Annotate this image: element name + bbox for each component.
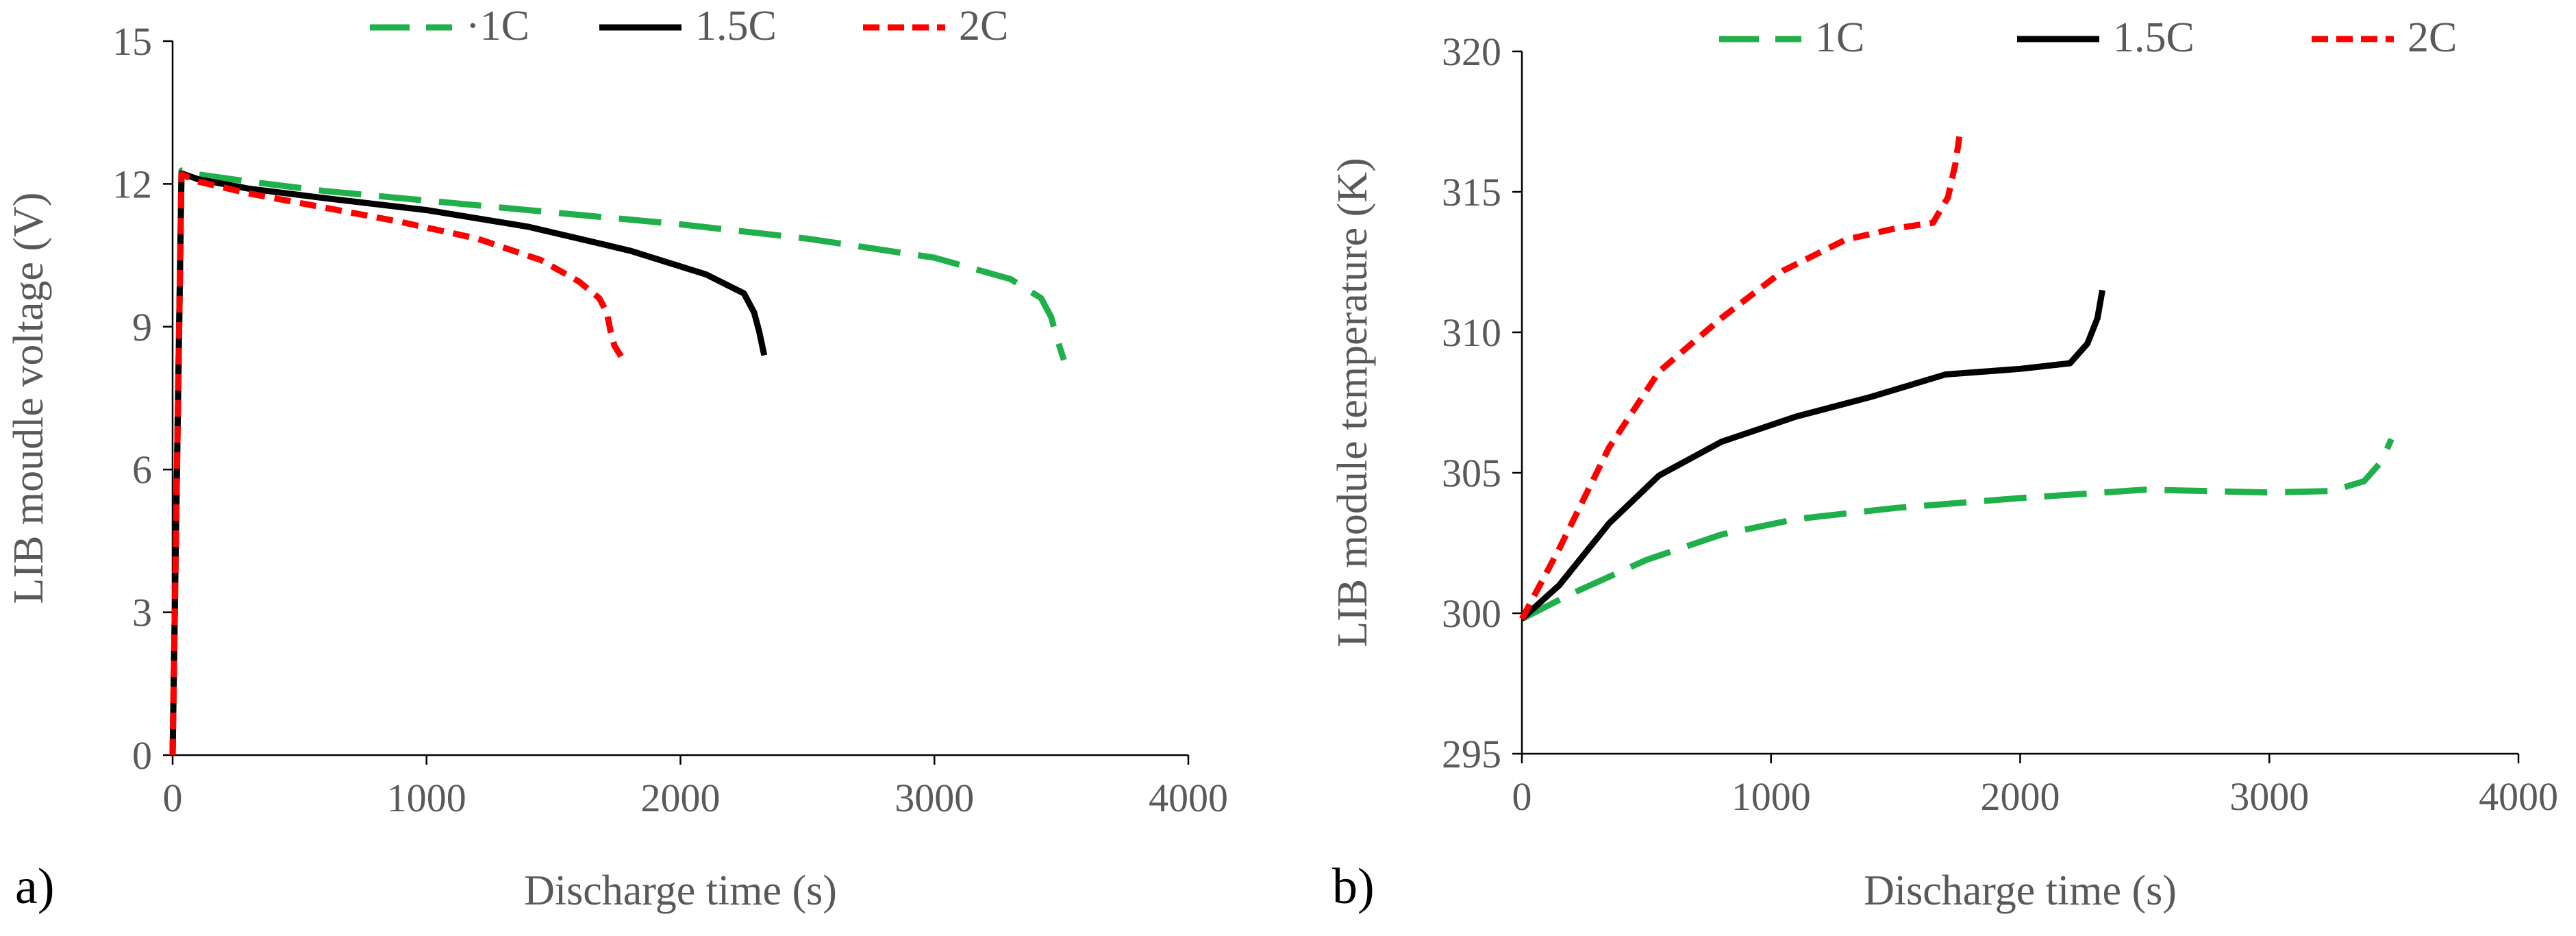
legend-label-2C: 2C bbox=[2408, 14, 2457, 61]
x-tick-label: 0 bbox=[1512, 774, 1532, 819]
legend-label-1-5C: 1.5C bbox=[2113, 14, 2194, 61]
x-tick-label: 1000 bbox=[387, 776, 466, 820]
y-tick-label: 0 bbox=[132, 733, 152, 778]
y-tick-label: 9 bbox=[132, 305, 152, 349]
x-axis-title: Discharge time (s) bbox=[524, 867, 837, 914]
chart-panel-2: 295 300 305 310 315 320 0 1000 2000 3000 4000 Disch… bbox=[1329, 14, 2558, 915]
panel-label: a) bbox=[15, 859, 55, 915]
x-tick-label: 3000 bbox=[2229, 774, 2309, 819]
x-tick-label: 3000 bbox=[895, 776, 974, 820]
panel-label: b) bbox=[1332, 859, 1375, 915]
series-line-1C bbox=[1520, 437, 2394, 622]
y-tick-label: 295 bbox=[1442, 732, 1501, 776]
y-tick-label: 6 bbox=[132, 447, 152, 492]
x-tick-label: 4000 bbox=[2479, 774, 2558, 819]
series-line-2C bbox=[169, 171, 626, 756]
legend-label-1C: ·1C bbox=[466, 3, 529, 49]
chart-panel-1: 0 3 6 9 12 15 0 1000 2000 3000 4000 Discharge time … bbox=[5, 3, 1228, 915]
legend-label-2C: 2C bbox=[959, 3, 1008, 49]
y-axis-title: LIB moudle voltage (V) bbox=[5, 193, 52, 604]
y-tick-label: 305 bbox=[1442, 451, 1501, 495]
legend-label-1C: 1C bbox=[1815, 14, 1864, 61]
y-tick-label: 315 bbox=[1442, 170, 1501, 214]
series-line-1-5C bbox=[169, 170, 768, 756]
series-line-1-5C bbox=[1519, 289, 2105, 621]
series-line-1C bbox=[169, 167, 1067, 756]
x-tick-label: 4000 bbox=[1149, 776, 1228, 820]
x-tick-label: 0 bbox=[163, 776, 183, 820]
y-tick-label: 300 bbox=[1442, 591, 1501, 636]
y-tick-label: 3 bbox=[132, 591, 152, 635]
y-tick-label: 310 bbox=[1442, 310, 1501, 355]
x-tick-label: 1000 bbox=[1731, 774, 1811, 819]
y-tick-label: 12 bbox=[112, 162, 152, 206]
y-axis-title: LIB module temperature (K) bbox=[1329, 158, 1376, 647]
x-tick-label: 2000 bbox=[1981, 774, 2060, 819]
legend: ·1C 1.5C 2C bbox=[370, 3, 1008, 49]
legend-label-1-5C: 1.5C bbox=[695, 3, 777, 49]
legend: 1C 1.5C 2C bbox=[1719, 14, 2457, 61]
y-tick-label: 320 bbox=[1442, 29, 1501, 74]
x-axis-title: Discharge time (s) bbox=[1864, 867, 2177, 914]
x-tick-label: 2000 bbox=[641, 776, 721, 820]
series-line-2C bbox=[1519, 130, 1964, 621]
y-tick-label: 15 bbox=[112, 19, 152, 64]
